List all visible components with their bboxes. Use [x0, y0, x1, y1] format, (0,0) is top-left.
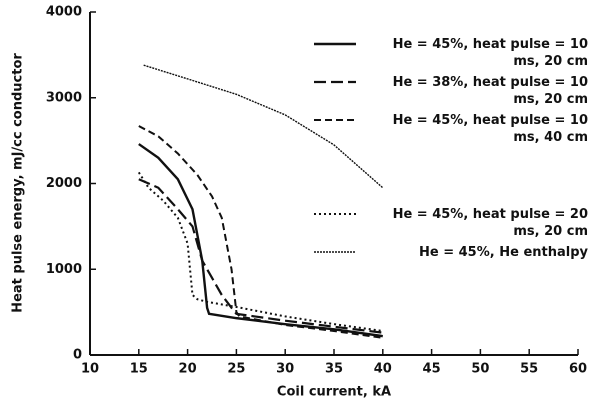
legend-item: He = 45%, heat pulse = 10 ms, 20 cm — [312, 36, 588, 70]
legend-label: He = 45%, heat pulse = 20 ms, 20 cm — [392, 207, 588, 239]
series-line — [138, 178, 383, 334]
legend-label: He = 45%, heat pulse = 10 ms, 40 cm — [392, 113, 588, 145]
y-tick-label: 2000 — [46, 176, 82, 191]
legend-item: He = 45%, heat pulse = 10 ms, 40 cm — [312, 112, 588, 146]
x-tick-label: 30 — [276, 362, 294, 377]
x-tick-label: 15 — [130, 362, 148, 377]
legend-swatch — [314, 80, 356, 84]
x-tick-label: 55 — [520, 362, 538, 377]
y-tick-label: 1000 — [46, 262, 82, 277]
legend-item: He = 38%, heat pulse = 10 ms, 20 cm — [312, 74, 588, 108]
y-tick-label: 3000 — [46, 90, 82, 105]
x-tick-label: 25 — [227, 362, 245, 377]
x-tick-label: 10 — [81, 362, 99, 377]
legend-item: He = 45%, heat pulse = 20 ms, 20 cm — [312, 206, 588, 240]
legend: He = 45%, heat pulse = 10 ms, 20 cm He = … — [312, 36, 588, 150]
legend-swatch — [314, 119, 356, 121]
x-axis-title: Coil current, kA — [277, 385, 391, 400]
legend-label: He = 45%, He enthalpy — [419, 245, 588, 260]
x-tick-label: 50 — [471, 362, 489, 377]
y-tick-label: 0 — [73, 348, 82, 363]
series-line — [138, 143, 383, 338]
legend-label: He = 45%, heat pulse = 10 ms, 20 cm — [392, 37, 588, 69]
legend-swatch — [314, 42, 356, 46]
y-tick-label: 4000 — [46, 5, 82, 20]
legend: He = 45%, heat pulse = 20 ms, 20 cm He = … — [312, 206, 588, 265]
legend-swatch — [314, 213, 356, 215]
legend-label: He = 38%, heat pulse = 10 ms, 20 cm — [392, 75, 588, 107]
y-axis-title: Heat pulse energy, mJ/cc conductor — [11, 53, 26, 313]
x-tick-label: 60 — [569, 362, 587, 377]
series-line — [143, 64, 384, 189]
legend-item: He = 45%, He enthalpy — [312, 244, 588, 261]
x-tick-label: 35 — [325, 362, 343, 377]
x-tick-label: 45 — [423, 362, 441, 377]
x-tick-label: 20 — [179, 362, 197, 377]
x-tick-label: 40 — [374, 362, 392, 377]
legend-swatch — [314, 251, 356, 253]
